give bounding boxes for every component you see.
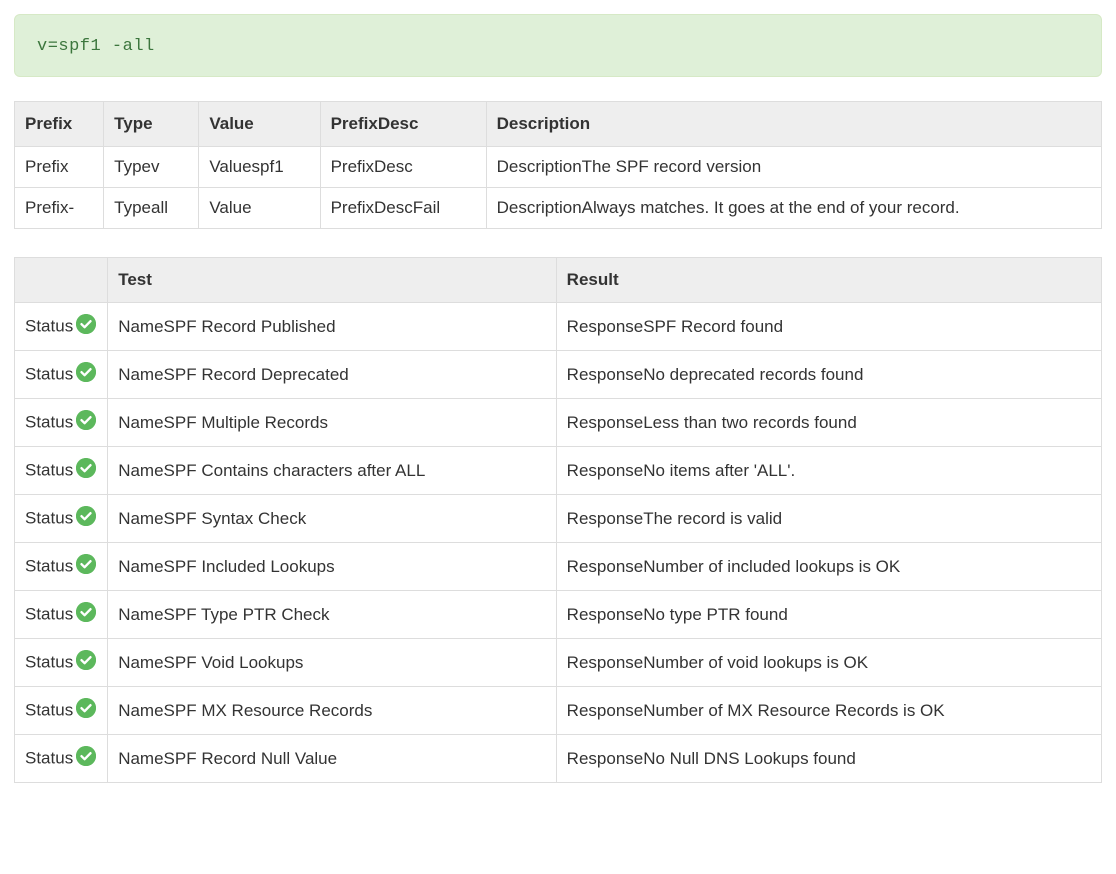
- status-label: Status: [25, 653, 73, 672]
- status-label: Status: [25, 461, 73, 480]
- cell-result: ResponseNumber of included lookups is OK: [556, 543, 1101, 591]
- table-row: Status NameSPF Contains characters after …: [15, 447, 1102, 495]
- cell-test: NameSPF Record Deprecated: [108, 351, 556, 399]
- cell-result: ResponseNumber of MX Resource Records is…: [556, 687, 1101, 735]
- check-circle-icon: [75, 313, 97, 340]
- check-circle-icon: [75, 697, 97, 724]
- cell-description: DescriptionThe SPF record version: [486, 147, 1101, 188]
- cell-status: Status: [15, 303, 108, 351]
- cell-test: NameSPF Void Lookups: [108, 639, 556, 687]
- cell-type: Typeall: [104, 188, 199, 229]
- status-label: Status: [25, 509, 73, 528]
- cell-result: ResponseThe record is valid: [556, 495, 1101, 543]
- cell-prefixdesc: PrefixDesc: [320, 147, 486, 188]
- check-circle-icon: [75, 361, 97, 388]
- tests-table: Test Result Status NameSPF Record Publish…: [14, 257, 1102, 783]
- status-label: Status: [25, 365, 73, 384]
- prefix-table: Prefix Type Value PrefixDesc Description…: [14, 101, 1102, 229]
- check-circle-icon: [75, 745, 97, 772]
- table-row: Prefix- Typeall Value PrefixDescFail Des…: [15, 188, 1102, 229]
- table-header-row: Prefix Type Value PrefixDesc Description: [15, 102, 1102, 147]
- table-row: Status NameSPF Type PTR CheckResponseNo t…: [15, 591, 1102, 639]
- cell-status: Status: [15, 687, 108, 735]
- cell-test: NameSPF Multiple Records: [108, 399, 556, 447]
- table-row: Status NameSPF MX Resource RecordsRespons…: [15, 687, 1102, 735]
- cell-description: DescriptionAlways matches. It goes at th…: [486, 188, 1101, 229]
- cell-test: NameSPF Record Published: [108, 303, 556, 351]
- cell-test: NameSPF Record Null Value: [108, 735, 556, 783]
- col-test: Test: [108, 258, 556, 303]
- col-result: Result: [556, 258, 1101, 303]
- cell-status: Status: [15, 447, 108, 495]
- cell-result: ResponseNo type PTR found: [556, 591, 1101, 639]
- col-prefixdesc: PrefixDesc: [320, 102, 486, 147]
- table-row: Status NameSPF Multiple RecordsResponseLe…: [15, 399, 1102, 447]
- col-type: Type: [104, 102, 199, 147]
- spf-code-text: v=spf1 -all: [37, 37, 155, 56]
- spf-code-banner: v=spf1 -all: [14, 14, 1102, 77]
- cell-value: Value: [199, 188, 320, 229]
- cell-status: Status: [15, 351, 108, 399]
- cell-value: Valuespf1: [199, 147, 320, 188]
- table-row: Status NameSPF Included LookupsResponseNu…: [15, 543, 1102, 591]
- cell-status: Status: [15, 591, 108, 639]
- table-row: Status NameSPF Record DeprecatedResponseN…: [15, 351, 1102, 399]
- cell-prefix: Prefix: [15, 147, 104, 188]
- check-circle-icon: [75, 553, 97, 580]
- cell-type: Typev: [104, 147, 199, 188]
- cell-status: Status: [15, 543, 108, 591]
- table-header-row: Test Result: [15, 258, 1102, 303]
- cell-result: ResponseNumber of void lookups is OK: [556, 639, 1101, 687]
- cell-prefixdesc: PrefixDescFail: [320, 188, 486, 229]
- cell-test: NameSPF Type PTR Check: [108, 591, 556, 639]
- status-label: Status: [25, 701, 73, 720]
- cell-test: NameSPF MX Resource Records: [108, 687, 556, 735]
- check-circle-icon: [75, 457, 97, 484]
- cell-test: NameSPF Included Lookups: [108, 543, 556, 591]
- status-label: Status: [25, 557, 73, 576]
- status-label: Status: [25, 749, 73, 768]
- table-row: Status NameSPF Void LookupsResponseNumber…: [15, 639, 1102, 687]
- cell-status: Status: [15, 495, 108, 543]
- check-circle-icon: [75, 505, 97, 532]
- cell-status: Status: [15, 735, 108, 783]
- cell-prefix: Prefix-: [15, 188, 104, 229]
- cell-result: ResponseLess than two records found: [556, 399, 1101, 447]
- table-row: Status NameSPF Record PublishedResponseSP…: [15, 303, 1102, 351]
- check-circle-icon: [75, 649, 97, 676]
- col-prefix: Prefix: [15, 102, 104, 147]
- status-label: Status: [25, 605, 73, 624]
- col-value: Value: [199, 102, 320, 147]
- table-row: Prefix Typev Valuespf1 PrefixDesc Descri…: [15, 147, 1102, 188]
- col-status: [15, 258, 108, 303]
- cell-status: Status: [15, 399, 108, 447]
- cell-result: ResponseSPF Record found: [556, 303, 1101, 351]
- cell-result: ResponseNo deprecated records found: [556, 351, 1101, 399]
- table-row: Status NameSPF Record Null ValueResponseN…: [15, 735, 1102, 783]
- cell-result: ResponseNo Null DNS Lookups found: [556, 735, 1101, 783]
- col-description: Description: [486, 102, 1101, 147]
- cell-test: NameSPF Contains characters after ALL: [108, 447, 556, 495]
- cell-status: Status: [15, 639, 108, 687]
- cell-test: NameSPF Syntax Check: [108, 495, 556, 543]
- check-circle-icon: [75, 601, 97, 628]
- cell-result: ResponseNo items after 'ALL'.: [556, 447, 1101, 495]
- table-row: Status NameSPF Syntax CheckResponseThe re…: [15, 495, 1102, 543]
- status-label: Status: [25, 317, 73, 336]
- status-label: Status: [25, 413, 73, 432]
- check-circle-icon: [75, 409, 97, 436]
